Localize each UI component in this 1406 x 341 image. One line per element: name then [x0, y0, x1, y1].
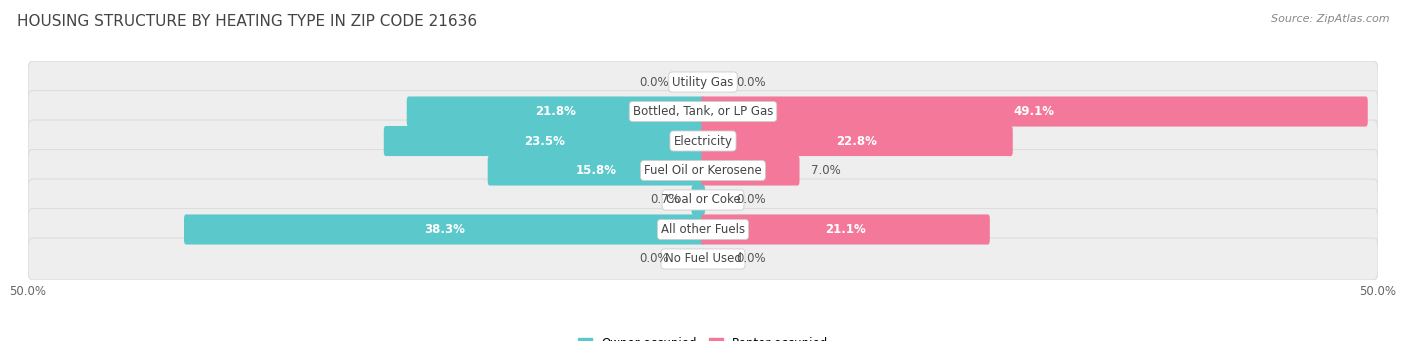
Text: Coal or Coke: Coal or Coke [665, 193, 741, 207]
FancyBboxPatch shape [28, 91, 1378, 132]
FancyBboxPatch shape [702, 155, 800, 186]
Text: 22.8%: 22.8% [837, 134, 877, 148]
FancyBboxPatch shape [28, 179, 1378, 221]
Text: 38.3%: 38.3% [425, 223, 465, 236]
FancyBboxPatch shape [692, 185, 704, 215]
Text: HOUSING STRUCTURE BY HEATING TYPE IN ZIP CODE 21636: HOUSING STRUCTURE BY HEATING TYPE IN ZIP… [17, 14, 477, 29]
Text: 49.1%: 49.1% [1014, 105, 1054, 118]
Text: 21.8%: 21.8% [536, 105, 576, 118]
FancyBboxPatch shape [384, 126, 704, 156]
FancyBboxPatch shape [702, 214, 990, 244]
FancyBboxPatch shape [28, 150, 1378, 191]
Text: 0.0%: 0.0% [737, 75, 766, 89]
Text: 0.0%: 0.0% [640, 75, 669, 89]
FancyBboxPatch shape [28, 120, 1378, 162]
Text: All other Fuels: All other Fuels [661, 223, 745, 236]
FancyBboxPatch shape [28, 238, 1378, 280]
Text: Source: ZipAtlas.com: Source: ZipAtlas.com [1271, 14, 1389, 24]
Legend: Owner-occupied, Renter-occupied: Owner-occupied, Renter-occupied [578, 337, 828, 341]
Text: 0.0%: 0.0% [737, 193, 766, 207]
Text: Utility Gas: Utility Gas [672, 75, 734, 89]
Text: Bottled, Tank, or LP Gas: Bottled, Tank, or LP Gas [633, 105, 773, 118]
Text: 15.8%: 15.8% [576, 164, 617, 177]
Text: Fuel Oil or Kerosene: Fuel Oil or Kerosene [644, 164, 762, 177]
Text: 7.0%: 7.0% [811, 164, 841, 177]
FancyBboxPatch shape [488, 155, 704, 186]
FancyBboxPatch shape [28, 209, 1378, 250]
FancyBboxPatch shape [28, 61, 1378, 103]
Text: No Fuel Used: No Fuel Used [665, 252, 741, 266]
Text: 23.5%: 23.5% [524, 134, 565, 148]
Text: Electricity: Electricity [673, 134, 733, 148]
FancyBboxPatch shape [406, 97, 704, 127]
FancyBboxPatch shape [184, 214, 704, 244]
FancyBboxPatch shape [702, 97, 1368, 127]
Text: 0.0%: 0.0% [737, 252, 766, 266]
Text: 0.7%: 0.7% [651, 193, 681, 207]
Text: 21.1%: 21.1% [825, 223, 866, 236]
Text: 0.0%: 0.0% [640, 252, 669, 266]
FancyBboxPatch shape [702, 126, 1012, 156]
